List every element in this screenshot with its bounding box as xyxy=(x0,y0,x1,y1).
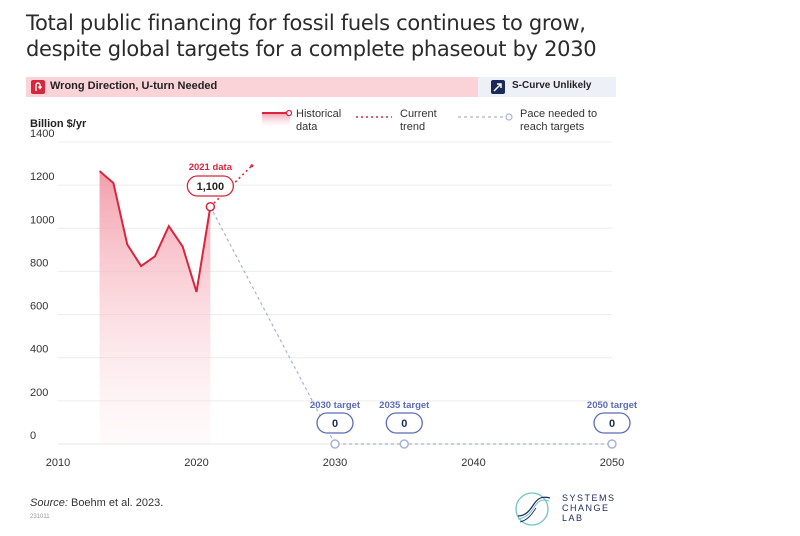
pace-needed-line xyxy=(209,206,612,445)
annotation-value-box xyxy=(186,175,235,197)
legend-pace-label: Pace needed to reach targets xyxy=(520,108,597,133)
target-marker xyxy=(399,439,409,449)
annotation-value-box xyxy=(593,412,631,434)
status-label-direction: Wrong Direction, U-turn Needed xyxy=(50,80,218,92)
historical-line xyxy=(98,170,212,293)
annotation-label: 2035 target xyxy=(379,400,430,411)
annotation-label: 2021 data xyxy=(189,162,233,173)
status-banner-right xyxy=(478,77,616,97)
u-turn-icon xyxy=(31,80,45,94)
target-marker xyxy=(607,439,617,449)
y-tick-label: 1000 xyxy=(30,214,54,226)
annotation-value: 1,100 xyxy=(197,181,225,193)
figure-code: 231011 xyxy=(30,514,50,520)
legend-historical-swatch xyxy=(262,113,290,126)
logo-line-2: CHANGE xyxy=(562,503,610,513)
status-banner-left xyxy=(26,77,478,97)
y-axis-label: Billion $/yr xyxy=(30,118,87,130)
legend-historical-label: Historical data xyxy=(296,108,341,133)
y-tick-label: 1200 xyxy=(30,171,54,183)
y-tick-label: 800 xyxy=(30,257,48,269)
source-note: Source: Boehm et al. 2023. xyxy=(30,497,163,509)
logo-line-1: SYSTEMS xyxy=(562,493,616,503)
legend-current-label: Current trend xyxy=(400,108,437,133)
x-tick-label: 2040 xyxy=(461,457,485,469)
x-tick-label: 2030 xyxy=(323,457,347,469)
historical-area xyxy=(99,171,211,444)
annotation-value-box xyxy=(316,412,354,434)
target-marker xyxy=(330,439,340,449)
x-tick-label: 2010 xyxy=(46,457,70,469)
source-text: Boehm et al. 2023. xyxy=(67,497,164,509)
s-curve-icon xyxy=(491,80,505,94)
annotation-value: 0 xyxy=(609,418,615,430)
y-tick-label: 1400 xyxy=(30,128,54,140)
annotation-value-box xyxy=(385,412,423,434)
data-2021-marker xyxy=(205,201,216,212)
legend-pace-marker xyxy=(505,113,513,121)
y-tick-label: 600 xyxy=(30,301,48,313)
logo-line-3: LAB xyxy=(562,513,584,523)
annotation-value: 0 xyxy=(332,418,338,430)
y-tick-label: 400 xyxy=(30,344,48,356)
logo-mark-icon xyxy=(515,492,551,526)
annotation-label: 2030 target xyxy=(310,400,361,411)
logo-text: SYSTEMS CHANGE LAB xyxy=(562,493,616,523)
source-prefix: Source: xyxy=(30,497,68,509)
annotation-value: 0 xyxy=(401,418,407,430)
status-label-scurve: S-Curve Unlikely xyxy=(512,80,592,91)
x-tick-label: 2020 xyxy=(184,457,208,469)
x-tick-label: 2050 xyxy=(600,457,624,469)
legend-historical-marker xyxy=(285,109,293,117)
chart-title: Total public financing for fossil fuels … xyxy=(26,11,597,61)
y-tick-label: 200 xyxy=(30,387,48,399)
systems-change-lab-logo: SYSTEMS CHANGE LAB xyxy=(514,490,654,530)
status-banner: Wrong Direction, U-turn Needed S-Curve U… xyxy=(26,77,616,97)
current-trend-end xyxy=(250,164,254,168)
y-tick-label: 0 xyxy=(30,430,36,442)
annotation-label: 2050 target xyxy=(587,400,638,411)
